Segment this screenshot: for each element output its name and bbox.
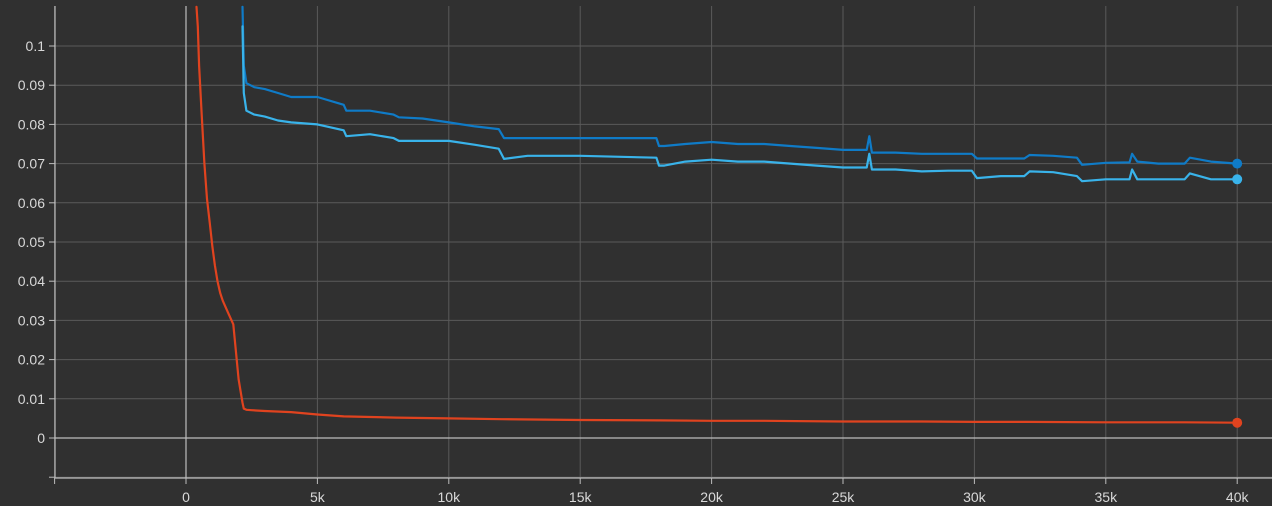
x-tick-label: 15k — [569, 489, 593, 505]
x-tick-label: 10k — [438, 489, 462, 505]
series-line-3 — [195, 5, 1239, 424]
series-end-point-2 — [1232, 174, 1243, 185]
y-tick-label: 0.01 — [18, 391, 45, 407]
series-line-1 — [241, 5, 1239, 166]
series-end-point-3 — [1232, 417, 1243, 428]
grid-layer — [54, 6, 1272, 478]
axis-layer — [49, 6, 1272, 484]
y-tick-label: 0.09 — [18, 77, 45, 93]
y-tick-label: 0.08 — [18, 116, 45, 132]
x-tick-label: 5k — [310, 489, 326, 505]
y-tick-label: 0.03 — [18, 312, 45, 328]
x-tick-label: 40k — [1226, 489, 1250, 505]
y-tick-label: 0.02 — [18, 352, 45, 368]
x-tick-label: 0 — [182, 489, 190, 505]
y-tick-label: 0.1 — [26, 38, 46, 54]
y-tick-label: 0.07 — [18, 156, 45, 172]
x-tick-label: 30k — [963, 489, 987, 505]
series-end-point-1 — [1232, 158, 1243, 169]
y-tick-label: 0.06 — [18, 195, 45, 211]
series-layer — [195, 5, 1243, 428]
y-tick-label: 0.04 — [18, 273, 45, 289]
y-tick-label: 0 — [37, 430, 45, 446]
x-tick-label: 20k — [700, 489, 724, 505]
series-line-2 — [241, 25, 1239, 183]
x-tick-label: 35k — [1095, 489, 1119, 505]
tick-label-layer: 0 0.01 0.02 0.03 0.04 0.05 0.06 0.07 0.08 0.09 0.1… — [18, 38, 1250, 505]
x-tick-label: 25k — [832, 489, 856, 505]
y-tick-label: 0.05 — [18, 234, 45, 250]
